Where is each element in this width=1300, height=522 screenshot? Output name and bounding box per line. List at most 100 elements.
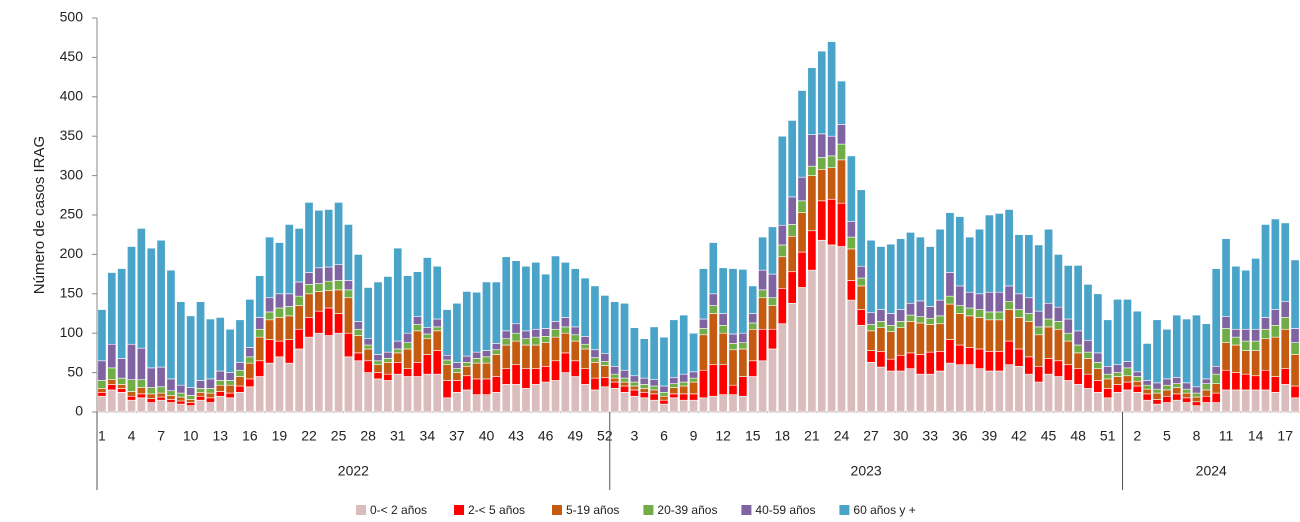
bar-segment xyxy=(758,289,768,299)
bar-segment xyxy=(649,389,659,395)
bar-segment xyxy=(866,362,876,413)
bar-segment xyxy=(856,277,866,287)
bar-segment xyxy=(363,348,373,362)
bar-segment xyxy=(1192,396,1201,403)
bar-segment xyxy=(541,273,551,329)
legend-swatch xyxy=(839,505,850,515)
bar-segment xyxy=(1103,378,1113,389)
bar-segment xyxy=(1063,318,1073,334)
bar-segment xyxy=(560,326,570,334)
bar-segment xyxy=(866,330,876,351)
bar-segment xyxy=(787,120,797,198)
bar-segment xyxy=(265,236,275,299)
bar-segment xyxy=(176,384,186,394)
bar-segment xyxy=(393,247,403,342)
bar-segment xyxy=(1103,319,1113,367)
bar-segment xyxy=(1211,402,1221,413)
x-tick-label: 42 xyxy=(1011,428,1027,444)
bar-segment xyxy=(1024,313,1034,322)
bar-segment xyxy=(245,362,255,380)
bar-segment xyxy=(1113,384,1123,393)
bar-segment xyxy=(472,351,482,359)
legend-swatch xyxy=(643,505,654,515)
bar-segment xyxy=(1132,385,1142,393)
bar-segment xyxy=(1192,392,1201,398)
bar-segment xyxy=(807,165,817,176)
bar-segment xyxy=(629,381,639,387)
bar-segment xyxy=(462,375,472,391)
bar-segment xyxy=(1142,399,1152,413)
bar-segment xyxy=(886,370,896,413)
bar-segment xyxy=(1182,318,1192,384)
bar-segment xyxy=(649,326,659,380)
bar-segment xyxy=(679,381,689,387)
bar-segment xyxy=(166,378,176,392)
bar-segment xyxy=(610,381,620,389)
bar-segment xyxy=(205,318,215,380)
bar-segment xyxy=(965,307,975,317)
bar-segment xyxy=(265,339,275,364)
bar-segment xyxy=(698,397,708,413)
bar-segment xyxy=(1142,384,1152,390)
bar-segment xyxy=(541,381,551,413)
bar-segment xyxy=(403,348,413,369)
bar-segment xyxy=(807,230,817,271)
bar-segment xyxy=(689,371,699,379)
bar-segment xyxy=(1192,314,1201,388)
bar-segment xyxy=(807,269,817,413)
bar-segment xyxy=(1044,326,1053,359)
x-tick-label: 15 xyxy=(745,428,761,444)
bar-segment xyxy=(659,399,669,405)
bar-segment xyxy=(294,295,304,306)
bar-segment xyxy=(580,277,590,337)
bar-segment xyxy=(1113,376,1123,385)
bar-segment xyxy=(866,239,876,314)
group-label: 2023 xyxy=(851,463,882,479)
bar-segment xyxy=(442,380,452,399)
bar-segment xyxy=(738,269,748,334)
bar-segment xyxy=(205,397,215,403)
bar-segment xyxy=(304,336,314,413)
bar-segment xyxy=(669,377,679,384)
bar-segment xyxy=(521,388,531,413)
bar-segment xyxy=(590,377,600,391)
bar-segment xyxy=(876,366,886,413)
x-tick-label: 27 xyxy=(863,428,879,444)
bar-segment xyxy=(1211,392,1221,403)
bar-segment xyxy=(827,244,837,413)
y-tick-label: 300 xyxy=(60,166,84,182)
bar-segment xyxy=(738,376,748,397)
bar-segment xyxy=(511,323,521,334)
bar-segment xyxy=(698,318,708,329)
bar-segment xyxy=(235,391,245,413)
bar-segment xyxy=(1201,323,1211,380)
bar-segment xyxy=(491,354,501,377)
bar-segment xyxy=(1182,402,1192,413)
bar-segment xyxy=(1044,302,1053,320)
bar-segment xyxy=(896,309,906,322)
x-tick-label: 24 xyxy=(834,428,850,444)
bar-segment xyxy=(827,155,837,169)
bar-segment xyxy=(758,269,768,291)
bar-segment xyxy=(708,293,718,306)
bar-segment xyxy=(274,356,284,413)
bar-segment xyxy=(777,256,787,289)
bar-segment xyxy=(797,176,807,202)
bar-segment xyxy=(975,368,984,413)
bar-segment xyxy=(610,377,620,383)
bar-segment xyxy=(629,385,639,391)
bar-segment xyxy=(896,321,906,328)
bar-segment xyxy=(837,246,846,413)
x-tick-label: 30 xyxy=(893,428,909,444)
y-tick-label: 50 xyxy=(67,363,83,379)
bar-segment xyxy=(866,350,876,363)
bar-segment xyxy=(531,368,541,385)
bar-segment xyxy=(846,248,856,281)
bar-segment xyxy=(570,340,580,362)
bar-segment xyxy=(679,373,689,383)
x-tick-label: 52 xyxy=(597,428,613,444)
bar-segment xyxy=(777,323,787,413)
bar-segment xyxy=(215,380,225,386)
bar-segment xyxy=(807,67,817,135)
bar-segment xyxy=(817,200,827,241)
